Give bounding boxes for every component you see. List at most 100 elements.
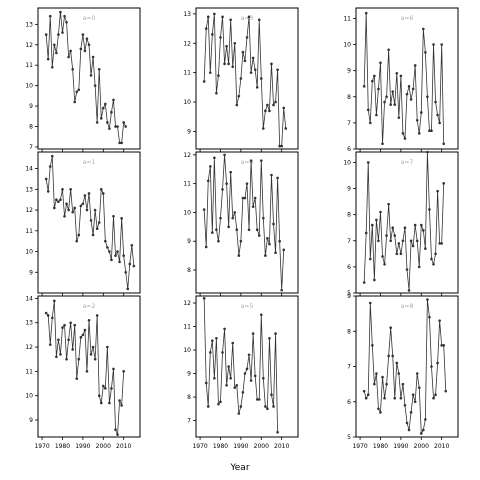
data-point <box>118 141 121 145</box>
panel: a=1 9 10 11 12 13 14 <box>25 151 141 296</box>
data-point <box>118 260 121 264</box>
y-tick-label: 8 <box>187 267 191 274</box>
data-point <box>368 301 372 305</box>
data-point <box>389 326 392 330</box>
data-point <box>93 208 97 212</box>
data-point <box>59 10 62 14</box>
data-point <box>69 49 72 53</box>
data-point <box>430 365 433 368</box>
series-line <box>203 13 287 147</box>
data-point <box>262 216 265 220</box>
data-point <box>373 278 376 282</box>
data-point <box>373 382 376 386</box>
data-point <box>377 87 380 91</box>
series-line <box>363 13 445 144</box>
data-point <box>391 90 395 93</box>
data-point <box>442 344 446 347</box>
data-point <box>381 255 384 258</box>
data-point <box>424 51 427 54</box>
data-point <box>397 372 401 375</box>
data-point <box>424 418 427 421</box>
data-point <box>225 44 228 48</box>
data-point <box>46 190 50 193</box>
data-point <box>419 111 423 114</box>
panel: a=0 7 8 9 10 11 12 13 <box>25 7 141 152</box>
y-tick-label: 5 <box>347 290 351 297</box>
data-point <box>101 384 105 388</box>
data-point <box>217 402 220 406</box>
data-point <box>385 95 388 99</box>
data-point <box>375 113 378 117</box>
x-tick-label: 2000 <box>414 443 429 450</box>
data-point <box>247 15 251 19</box>
data-point <box>428 315 431 319</box>
data-point <box>235 384 239 387</box>
data-point <box>426 95 429 99</box>
series-line <box>363 151 445 291</box>
data-point <box>71 210 74 214</box>
data-point <box>221 188 224 191</box>
data-point <box>243 59 247 63</box>
data-point <box>53 299 56 303</box>
data-point <box>110 387 113 390</box>
data-point <box>381 142 384 146</box>
y-tick-label: 12 <box>25 207 33 214</box>
y-tick-label: 9 <box>29 417 33 424</box>
data-point <box>71 348 74 351</box>
data-point <box>204 27 208 30</box>
data-point <box>233 41 237 45</box>
y-tick-label: 10 <box>183 347 191 354</box>
data-point <box>73 323 77 327</box>
data-point <box>120 217 123 220</box>
data-point <box>215 228 218 231</box>
data-point <box>77 88 81 92</box>
data-point <box>403 137 407 140</box>
data-point <box>383 100 386 104</box>
y-tick-label: 8 <box>29 124 33 131</box>
data-point <box>389 103 392 106</box>
data-point <box>206 405 210 408</box>
series-line <box>363 299 447 435</box>
data-point <box>75 90 79 94</box>
data-point <box>276 176 279 180</box>
data-point <box>436 361 439 365</box>
data-point <box>266 237 269 240</box>
x-tick-label: 1970 <box>352 443 367 450</box>
data-point <box>387 48 390 52</box>
x-tick-label: 2000 <box>96 443 111 450</box>
data-point <box>440 43 443 46</box>
y-tick-label: 7 <box>29 144 33 151</box>
data-point <box>204 245 208 249</box>
data-point <box>95 227 99 231</box>
data-point <box>44 33 48 36</box>
data-point <box>235 228 239 231</box>
data-point <box>48 343 52 346</box>
data-point <box>424 247 427 250</box>
y-tick-label: 9 <box>187 371 191 378</box>
data-point <box>110 110 113 114</box>
data-point <box>112 98 115 102</box>
data-point <box>272 222 275 226</box>
panel: a=7 5 6 7 8 9 10 <box>343 150 459 297</box>
data-point <box>73 100 77 104</box>
data-point <box>379 61 382 65</box>
data-point <box>112 214 115 218</box>
data-point <box>368 121 372 125</box>
data-point <box>114 125 117 128</box>
data-point <box>411 393 415 397</box>
data-point <box>63 214 66 218</box>
data-point <box>235 103 239 107</box>
data-point <box>375 218 378 222</box>
x-tick-label: 2010 <box>434 443 449 450</box>
data-point <box>259 159 263 162</box>
data-point <box>270 393 273 397</box>
data-point <box>79 47 83 51</box>
data-point <box>268 109 271 113</box>
data-point <box>85 370 89 373</box>
data-point <box>241 391 245 394</box>
y-tick-label: 7 <box>347 364 351 371</box>
data-point <box>253 374 257 378</box>
panel-title: a=6 <box>401 15 414 22</box>
data-point <box>245 182 249 185</box>
